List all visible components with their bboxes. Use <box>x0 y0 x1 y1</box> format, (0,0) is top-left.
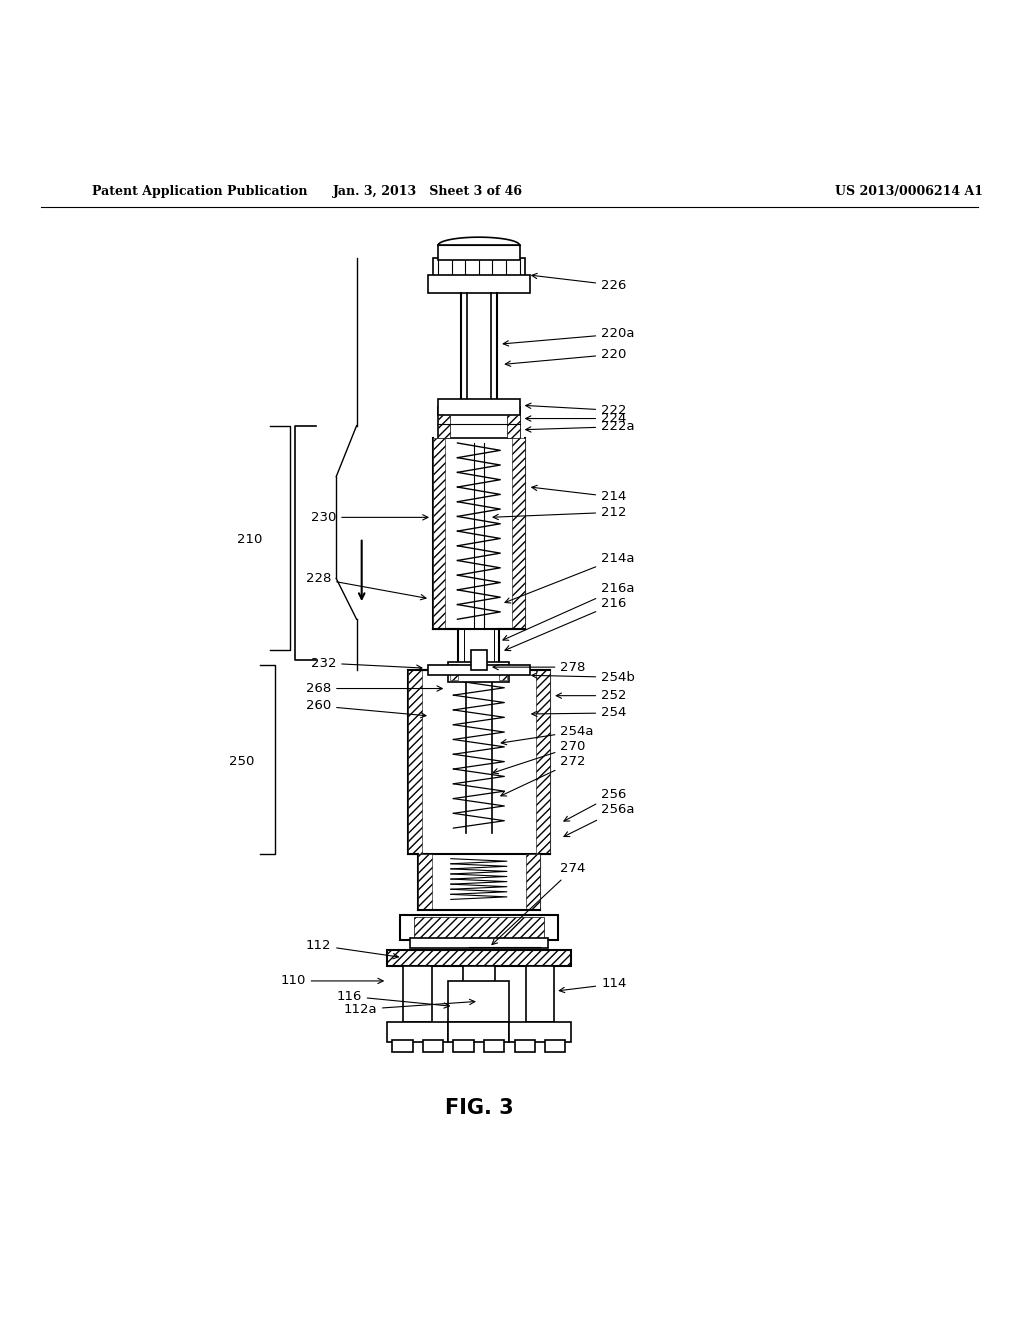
Bar <box>463 966 496 1022</box>
Bar <box>449 981 509 1022</box>
Text: 216a: 216a <box>503 582 635 640</box>
Text: 274: 274 <box>492 862 586 945</box>
Text: 270: 270 <box>493 741 586 774</box>
Bar <box>525 966 554 1022</box>
Text: 230: 230 <box>311 511 428 524</box>
Bar <box>471 649 487 671</box>
Bar <box>403 966 432 1022</box>
Bar <box>408 671 550 854</box>
Bar <box>509 1022 570 1041</box>
Bar <box>387 950 570 966</box>
Bar <box>433 438 445 630</box>
Text: FIG. 3: FIG. 3 <box>444 1098 513 1118</box>
Bar <box>438 416 451 438</box>
Bar <box>400 915 558 940</box>
Text: 224: 224 <box>525 412 627 425</box>
Bar <box>484 1040 505 1052</box>
Text: 220: 220 <box>505 348 627 367</box>
Bar <box>438 246 519 260</box>
Text: 254: 254 <box>531 706 627 719</box>
Bar <box>512 438 524 630</box>
Bar <box>449 1022 509 1041</box>
Bar <box>387 1022 449 1041</box>
Text: 214: 214 <box>531 486 627 503</box>
Text: 260: 260 <box>306 700 426 718</box>
Bar <box>525 854 540 909</box>
Bar <box>423 1040 443 1052</box>
Text: Patent Application Publication: Patent Application Publication <box>92 185 307 198</box>
Text: 212: 212 <box>494 506 627 520</box>
Bar <box>451 664 459 680</box>
Bar <box>514 1040 535 1052</box>
Text: 214a: 214a <box>505 552 635 603</box>
Text: 222: 222 <box>525 403 627 417</box>
Text: 272: 272 <box>501 755 586 796</box>
Text: 256: 256 <box>564 788 627 821</box>
Text: 112: 112 <box>305 939 398 958</box>
Bar <box>536 671 550 854</box>
Text: 220a: 220a <box>503 327 635 346</box>
Bar <box>428 275 529 293</box>
Text: 256a: 256a <box>564 804 635 837</box>
Text: 252: 252 <box>556 689 627 702</box>
Text: 268: 268 <box>306 682 442 696</box>
Bar <box>410 939 548 948</box>
Bar <box>387 950 570 966</box>
Text: US 2013/0006214 A1: US 2013/0006214 A1 <box>836 185 983 198</box>
Bar <box>418 854 432 909</box>
Bar <box>408 671 422 854</box>
Bar <box>414 917 544 939</box>
Text: 254a: 254a <box>501 725 594 744</box>
Text: 112a: 112a <box>343 999 475 1016</box>
Text: 222a: 222a <box>525 420 635 433</box>
Text: 250: 250 <box>229 755 255 768</box>
Bar <box>438 408 519 438</box>
Bar <box>433 257 524 279</box>
Text: 114: 114 <box>559 978 627 993</box>
Bar <box>449 663 509 682</box>
Text: 226: 226 <box>531 273 627 292</box>
Text: 210: 210 <box>238 533 263 546</box>
Bar <box>428 665 529 676</box>
Bar <box>454 1040 474 1052</box>
Bar <box>500 664 507 680</box>
Text: 278: 278 <box>494 660 586 673</box>
Text: 216: 216 <box>505 598 627 651</box>
Bar <box>438 399 519 416</box>
Text: 228: 228 <box>306 572 426 599</box>
Bar <box>545 1040 565 1052</box>
Bar <box>507 416 519 438</box>
Text: 232: 232 <box>310 656 422 671</box>
Text: 116: 116 <box>336 990 450 1008</box>
Bar <box>392 1040 413 1052</box>
Text: Jan. 3, 2013   Sheet 3 of 46: Jan. 3, 2013 Sheet 3 of 46 <box>333 185 523 198</box>
Text: 254b: 254b <box>531 671 635 684</box>
Text: 110: 110 <box>281 974 383 987</box>
